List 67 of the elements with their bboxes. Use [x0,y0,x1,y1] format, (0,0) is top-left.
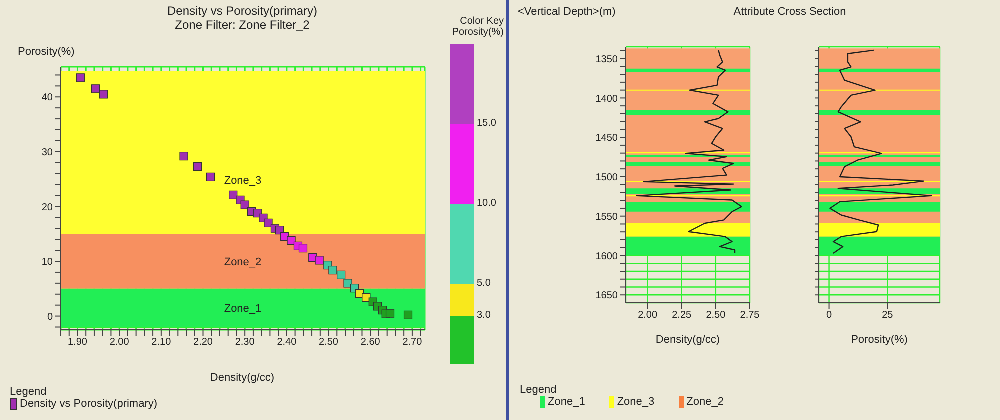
y-tick-label: 1500 [596,172,618,184]
y-tick-label: 30 [42,147,54,158]
y-axis-title: Porosity(%) [18,46,75,58]
category-label: Zone_3 [617,396,655,408]
point [264,218,273,228]
color-bar-title: Porosity(%) [451,27,504,38]
text: Legend [520,384,558,396]
x-tick-label: 2.60 [360,337,381,348]
band-label: Zone_1 [224,302,262,315]
color-bar-label: 10.0 [477,198,496,209]
x-tick-label: 2.00 [110,337,130,348]
y-tick-label: 1600 [596,251,618,262]
text: Attribute Cross Section [732,6,848,18]
y-tick-label: 1400 [596,94,618,105]
color-bar-label: 5.0 [477,278,491,289]
y-tick-label: 1650 [596,290,618,302]
y-tick-label: 40 [42,92,54,104]
legend-title: Legend [10,386,48,398]
x-tick-label: 2.40 [277,337,298,348]
point [240,200,250,210]
legend-label: Density vs Porosity(primary) [20,398,158,410]
y-tick-label: 1450 [596,133,618,144]
band-label: Zone_2 [224,256,262,268]
x-axis-title: Density(g/cc) [209,372,276,384]
x-tick-label: 2.50 [319,337,339,348]
x-tick-label: 0 [826,310,832,322]
y-axis-title: <Vertical Depth>(m) [518,6,616,18]
x-tick-label: 2.20 [194,337,214,348]
point [315,256,324,265]
x-tick-label: 2.10 [152,337,172,348]
point [91,84,100,94]
point [99,90,108,99]
point [344,279,352,288]
x-tick-label: 2.70 [402,337,423,348]
x-tick-label: 2.30 [235,337,256,348]
x-tick-label: 2.00 [638,310,658,322]
x-tick-label: 1.90 [68,337,88,348]
x-tick-label: 2.50 [706,310,726,322]
point [180,152,188,161]
category-label: Zone_2 [686,396,724,408]
x-tick-label: 2.75 [740,310,760,322]
y-tick-label: 10 [42,257,54,268]
point [76,74,85,82]
color-bar-label: 15.0 [477,118,496,129]
point [287,236,296,245]
x-axis-title: Density(g/cc) [654,334,722,346]
point [206,172,216,182]
point [194,162,202,172]
x-tick-label: 2.25 [672,310,692,322]
point [404,310,413,320]
y-tick-label: 1350 [596,54,618,66]
point [386,309,395,318]
x-tick-label: 25 [882,310,894,322]
point [328,266,338,275]
category-label: Zone_1 [548,396,586,408]
text: Color Key [459,16,504,27]
point [362,293,371,302]
chart-title: Density vs Porosity(primary) [166,4,319,18]
x-axis-title: Porosity(%) [850,334,909,346]
y-tick-label: 1550 [596,212,618,223]
point [229,190,238,200]
band-label: Zone_3 [224,175,262,188]
color-bar-label: 3.0 [477,310,491,321]
point [337,270,346,280]
point [298,244,308,253]
chart-subtitle: Zone Filter: Zone Filter_2 [174,18,311,32]
y-tick-label: 20 [42,202,54,214]
